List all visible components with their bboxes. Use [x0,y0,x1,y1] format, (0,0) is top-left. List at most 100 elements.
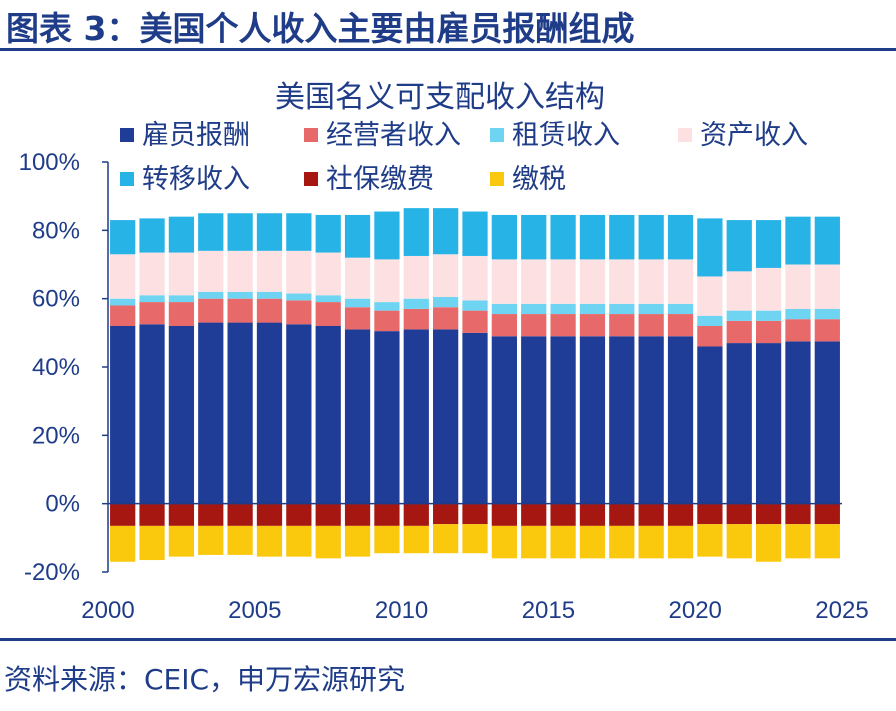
bar-segment [638,303,664,315]
legend-swatch [304,172,318,186]
x-tick-label: 2025 [815,597,868,624]
bar-segment [139,218,165,253]
bar-segment [198,525,224,555]
bar-segment [521,525,547,559]
bar-segment [462,211,488,256]
bar-segment [814,264,840,309]
y-tick-label: 100% [19,149,80,176]
bar-segment [139,503,165,526]
legend-swatch [120,128,134,142]
bar-segment [344,329,371,504]
bar-segment [726,524,752,559]
bar-segment [697,218,723,277]
bar-segment [814,341,840,504]
bar-segment [286,293,312,301]
bar-segment [814,524,840,559]
bar-segment [110,326,136,504]
bar-segment [374,331,400,504]
bar-segment [433,254,459,297]
bar-segment [168,525,195,557]
bar-segment [609,303,635,315]
bar-segment [168,503,195,526]
source-note: 资料来源：CEIC，申万宏源研究 [4,663,406,696]
bar-segment [521,259,547,304]
bar-segment [110,305,136,326]
bar-segment [256,213,283,251]
bar-segment [814,308,840,320]
bar-segment [286,525,312,557]
bar-segment [227,525,253,555]
x-tick-label: 2005 [228,597,281,624]
bar-segment [638,336,664,504]
bar-segment [374,503,400,526]
bar-segment [785,319,811,342]
bar-segment [374,302,400,311]
bar-segment [315,525,341,559]
bar-segment [579,336,606,504]
bar-segment [609,214,635,260]
legend-swatch [120,172,134,186]
bar-segment [256,322,283,504]
bar-segment [550,214,576,260]
bar-segment [110,503,136,526]
bar-segment [638,214,664,260]
bar-segment [609,314,635,337]
bar-segment [638,503,664,526]
bar-segment [697,524,723,557]
bar-segment [344,307,371,330]
bar-segment [139,302,165,325]
bar-segment [403,298,429,309]
bar-segment [433,503,459,525]
bar-segment [110,254,136,299]
bar-segment [462,255,488,301]
legend-swatch [490,128,504,142]
bar-segment [814,503,840,525]
bar-segment [344,525,371,557]
bar-segment [579,525,606,559]
legend-label: 经营者收入 [326,120,461,151]
bar-segment [726,320,752,344]
bar-segment [403,329,429,504]
bar-segment [726,310,752,321]
bar-segment [403,208,429,256]
bar-segment [168,216,195,253]
x-tick-label: 2010 [375,597,428,624]
bar-segment [256,298,283,323]
bar-segment [256,503,283,526]
bar-segment [491,503,517,526]
bar-segment [374,525,400,554]
bar-segment [139,525,165,561]
bar-segment [227,503,253,526]
bar-segment [755,503,782,525]
bar-segment [433,208,459,255]
title-rule [0,48,896,51]
bar-segment [403,308,429,330]
bar-segment [168,252,195,296]
bar-segment [403,255,429,299]
legend-swatch [490,172,504,186]
bar-segment [550,525,576,559]
bar-segment [609,259,635,304]
figure-title: 图表 3：美国个人收入主要由雇员报酬组成 [6,9,635,48]
bar-segment [521,314,547,337]
bar-segment [550,336,576,504]
y-tick-label: 0% [45,491,80,518]
bar-segment [491,303,517,315]
x-tick-label: 2020 [669,597,722,624]
bar-segment [168,295,195,303]
bar-segment [403,525,429,554]
bar-segment [433,296,459,308]
bar-segment [521,503,547,526]
y-tick-label: 80% [32,217,80,244]
y-tick-label: 20% [32,422,80,449]
bar-segment [491,259,517,304]
bar-segment [667,303,694,315]
bar-segment [697,276,723,316]
bar-segment [521,336,547,504]
bar-segment [168,326,195,504]
bar-segment [315,214,341,253]
legend-label: 社保缴费 [326,164,434,195]
bar-segment [609,503,635,526]
bar-segment [139,324,165,504]
